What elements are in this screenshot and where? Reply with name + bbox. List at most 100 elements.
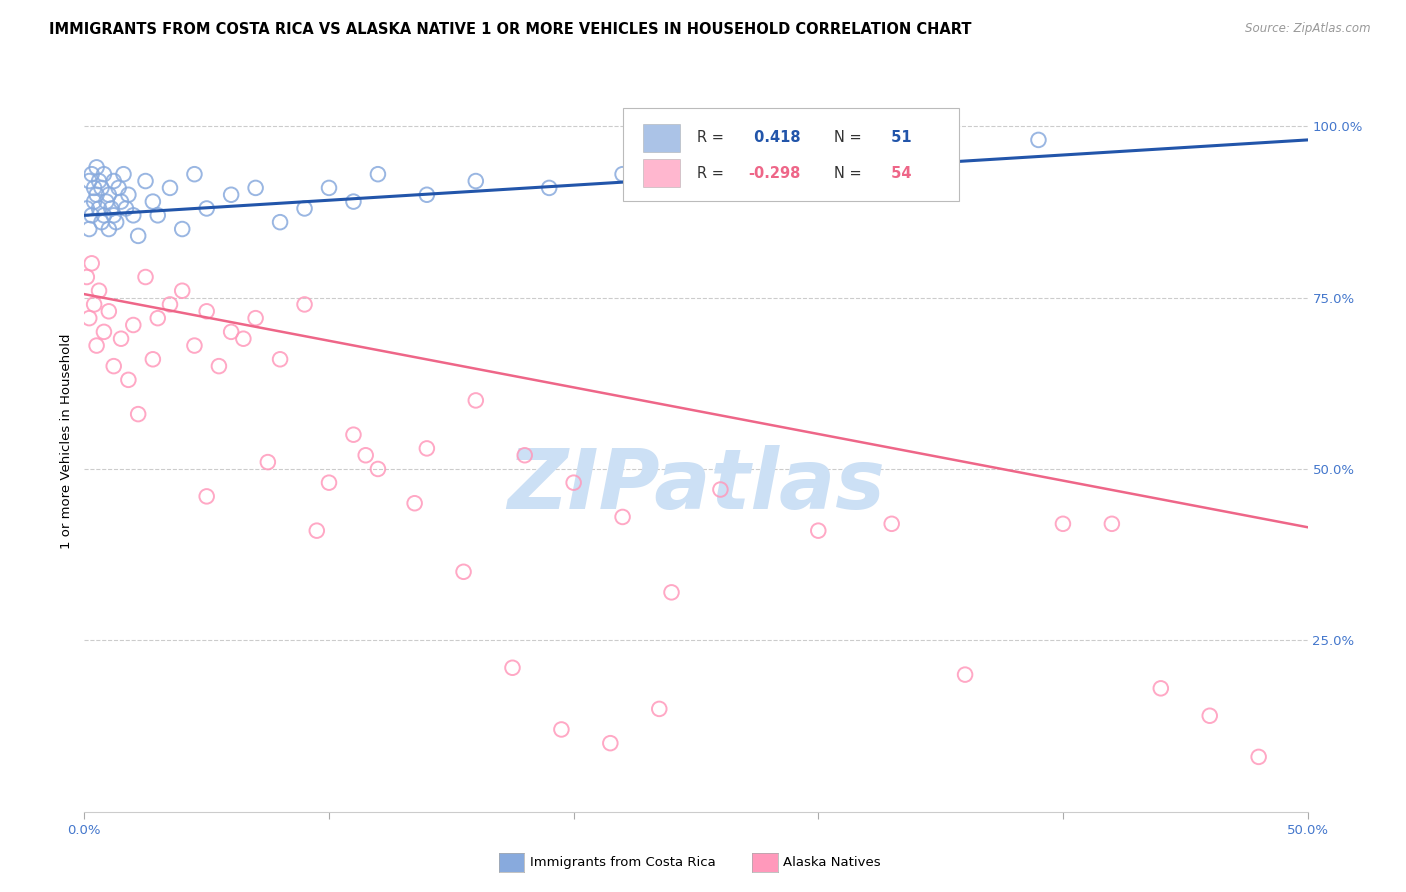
Text: 0.418: 0.418 bbox=[748, 130, 800, 145]
Point bbox=[142, 194, 165, 209]
Point bbox=[142, 352, 165, 367]
Point bbox=[117, 373, 139, 387]
Point bbox=[97, 187, 120, 202]
Point bbox=[86, 338, 108, 352]
Text: Alaska Natives: Alaska Natives bbox=[783, 856, 880, 869]
Text: ZIPatlas: ZIPatlas bbox=[508, 445, 884, 526]
Point bbox=[354, 448, 377, 462]
Point bbox=[172, 284, 194, 298]
Point bbox=[232, 332, 254, 346]
Point bbox=[1052, 516, 1074, 531]
Point bbox=[127, 228, 149, 243]
Text: R =: R = bbox=[697, 166, 728, 181]
Point bbox=[87, 174, 110, 188]
Point bbox=[86, 187, 108, 202]
Point bbox=[115, 202, 138, 216]
Point bbox=[661, 585, 683, 599]
Point bbox=[110, 194, 132, 209]
Point bbox=[80, 167, 103, 181]
Point bbox=[305, 524, 328, 538]
Point bbox=[464, 393, 486, 408]
Point bbox=[648, 702, 671, 716]
Point bbox=[103, 359, 125, 373]
Point bbox=[709, 483, 731, 497]
Point bbox=[83, 181, 105, 195]
Point bbox=[783, 146, 806, 161]
Point bbox=[453, 565, 475, 579]
Point bbox=[83, 297, 105, 311]
Point bbox=[318, 475, 340, 490]
Text: Source: ZipAtlas.com: Source: ZipAtlas.com bbox=[1246, 22, 1371, 36]
Point bbox=[195, 202, 218, 216]
Point bbox=[318, 181, 340, 195]
Point bbox=[464, 174, 486, 188]
Point bbox=[195, 304, 218, 318]
Point bbox=[90, 181, 112, 195]
Point bbox=[80, 208, 103, 222]
Point bbox=[342, 427, 364, 442]
Point bbox=[93, 325, 115, 339]
Point bbox=[117, 187, 139, 202]
Point bbox=[953, 667, 976, 681]
Point bbox=[112, 167, 135, 181]
Point bbox=[513, 448, 536, 462]
Point bbox=[1150, 681, 1173, 696]
Point bbox=[127, 407, 149, 421]
Point bbox=[80, 256, 103, 270]
Point bbox=[550, 723, 572, 737]
Point bbox=[146, 208, 169, 222]
Point bbox=[257, 455, 280, 469]
Point bbox=[502, 661, 524, 675]
Point bbox=[269, 215, 291, 229]
Point bbox=[1247, 750, 1270, 764]
Point bbox=[96, 194, 118, 209]
Text: 54: 54 bbox=[886, 166, 911, 181]
Point bbox=[416, 187, 439, 202]
Point bbox=[269, 352, 291, 367]
Text: R =: R = bbox=[697, 130, 728, 145]
Point bbox=[195, 489, 218, 503]
Point bbox=[880, 516, 903, 531]
Point bbox=[87, 202, 110, 216]
Text: -0.298: -0.298 bbox=[748, 166, 801, 181]
Point bbox=[97, 222, 120, 236]
Point bbox=[219, 187, 242, 202]
Point bbox=[245, 311, 267, 326]
Point bbox=[77, 311, 100, 326]
Point bbox=[103, 208, 125, 222]
Point bbox=[77, 174, 100, 188]
Text: N =: N = bbox=[834, 130, 866, 145]
Point bbox=[93, 167, 115, 181]
Point bbox=[76, 270, 98, 285]
Point bbox=[905, 140, 928, 154]
Y-axis label: 1 or more Vehicles in Household: 1 or more Vehicles in Household bbox=[60, 334, 73, 549]
Point bbox=[1198, 708, 1220, 723]
Point bbox=[135, 174, 157, 188]
Point bbox=[122, 208, 145, 222]
Point bbox=[122, 318, 145, 332]
Point bbox=[77, 222, 100, 236]
Point bbox=[538, 181, 561, 195]
Point bbox=[105, 215, 128, 229]
Point bbox=[183, 167, 205, 181]
Point bbox=[107, 181, 129, 195]
Point bbox=[159, 181, 181, 195]
Point bbox=[159, 297, 181, 311]
Point bbox=[562, 475, 585, 490]
Point bbox=[86, 161, 108, 175]
Point bbox=[208, 359, 231, 373]
Point bbox=[599, 736, 621, 750]
Point bbox=[1028, 133, 1050, 147]
Point bbox=[612, 167, 634, 181]
Point bbox=[342, 194, 364, 209]
Point bbox=[416, 442, 439, 456]
Text: 51: 51 bbox=[886, 130, 911, 145]
Point bbox=[367, 462, 389, 476]
Point bbox=[367, 167, 389, 181]
FancyBboxPatch shape bbox=[644, 160, 681, 187]
Point bbox=[183, 338, 205, 352]
Point bbox=[172, 222, 194, 236]
Point bbox=[294, 202, 316, 216]
Point bbox=[110, 332, 132, 346]
Point bbox=[146, 311, 169, 326]
